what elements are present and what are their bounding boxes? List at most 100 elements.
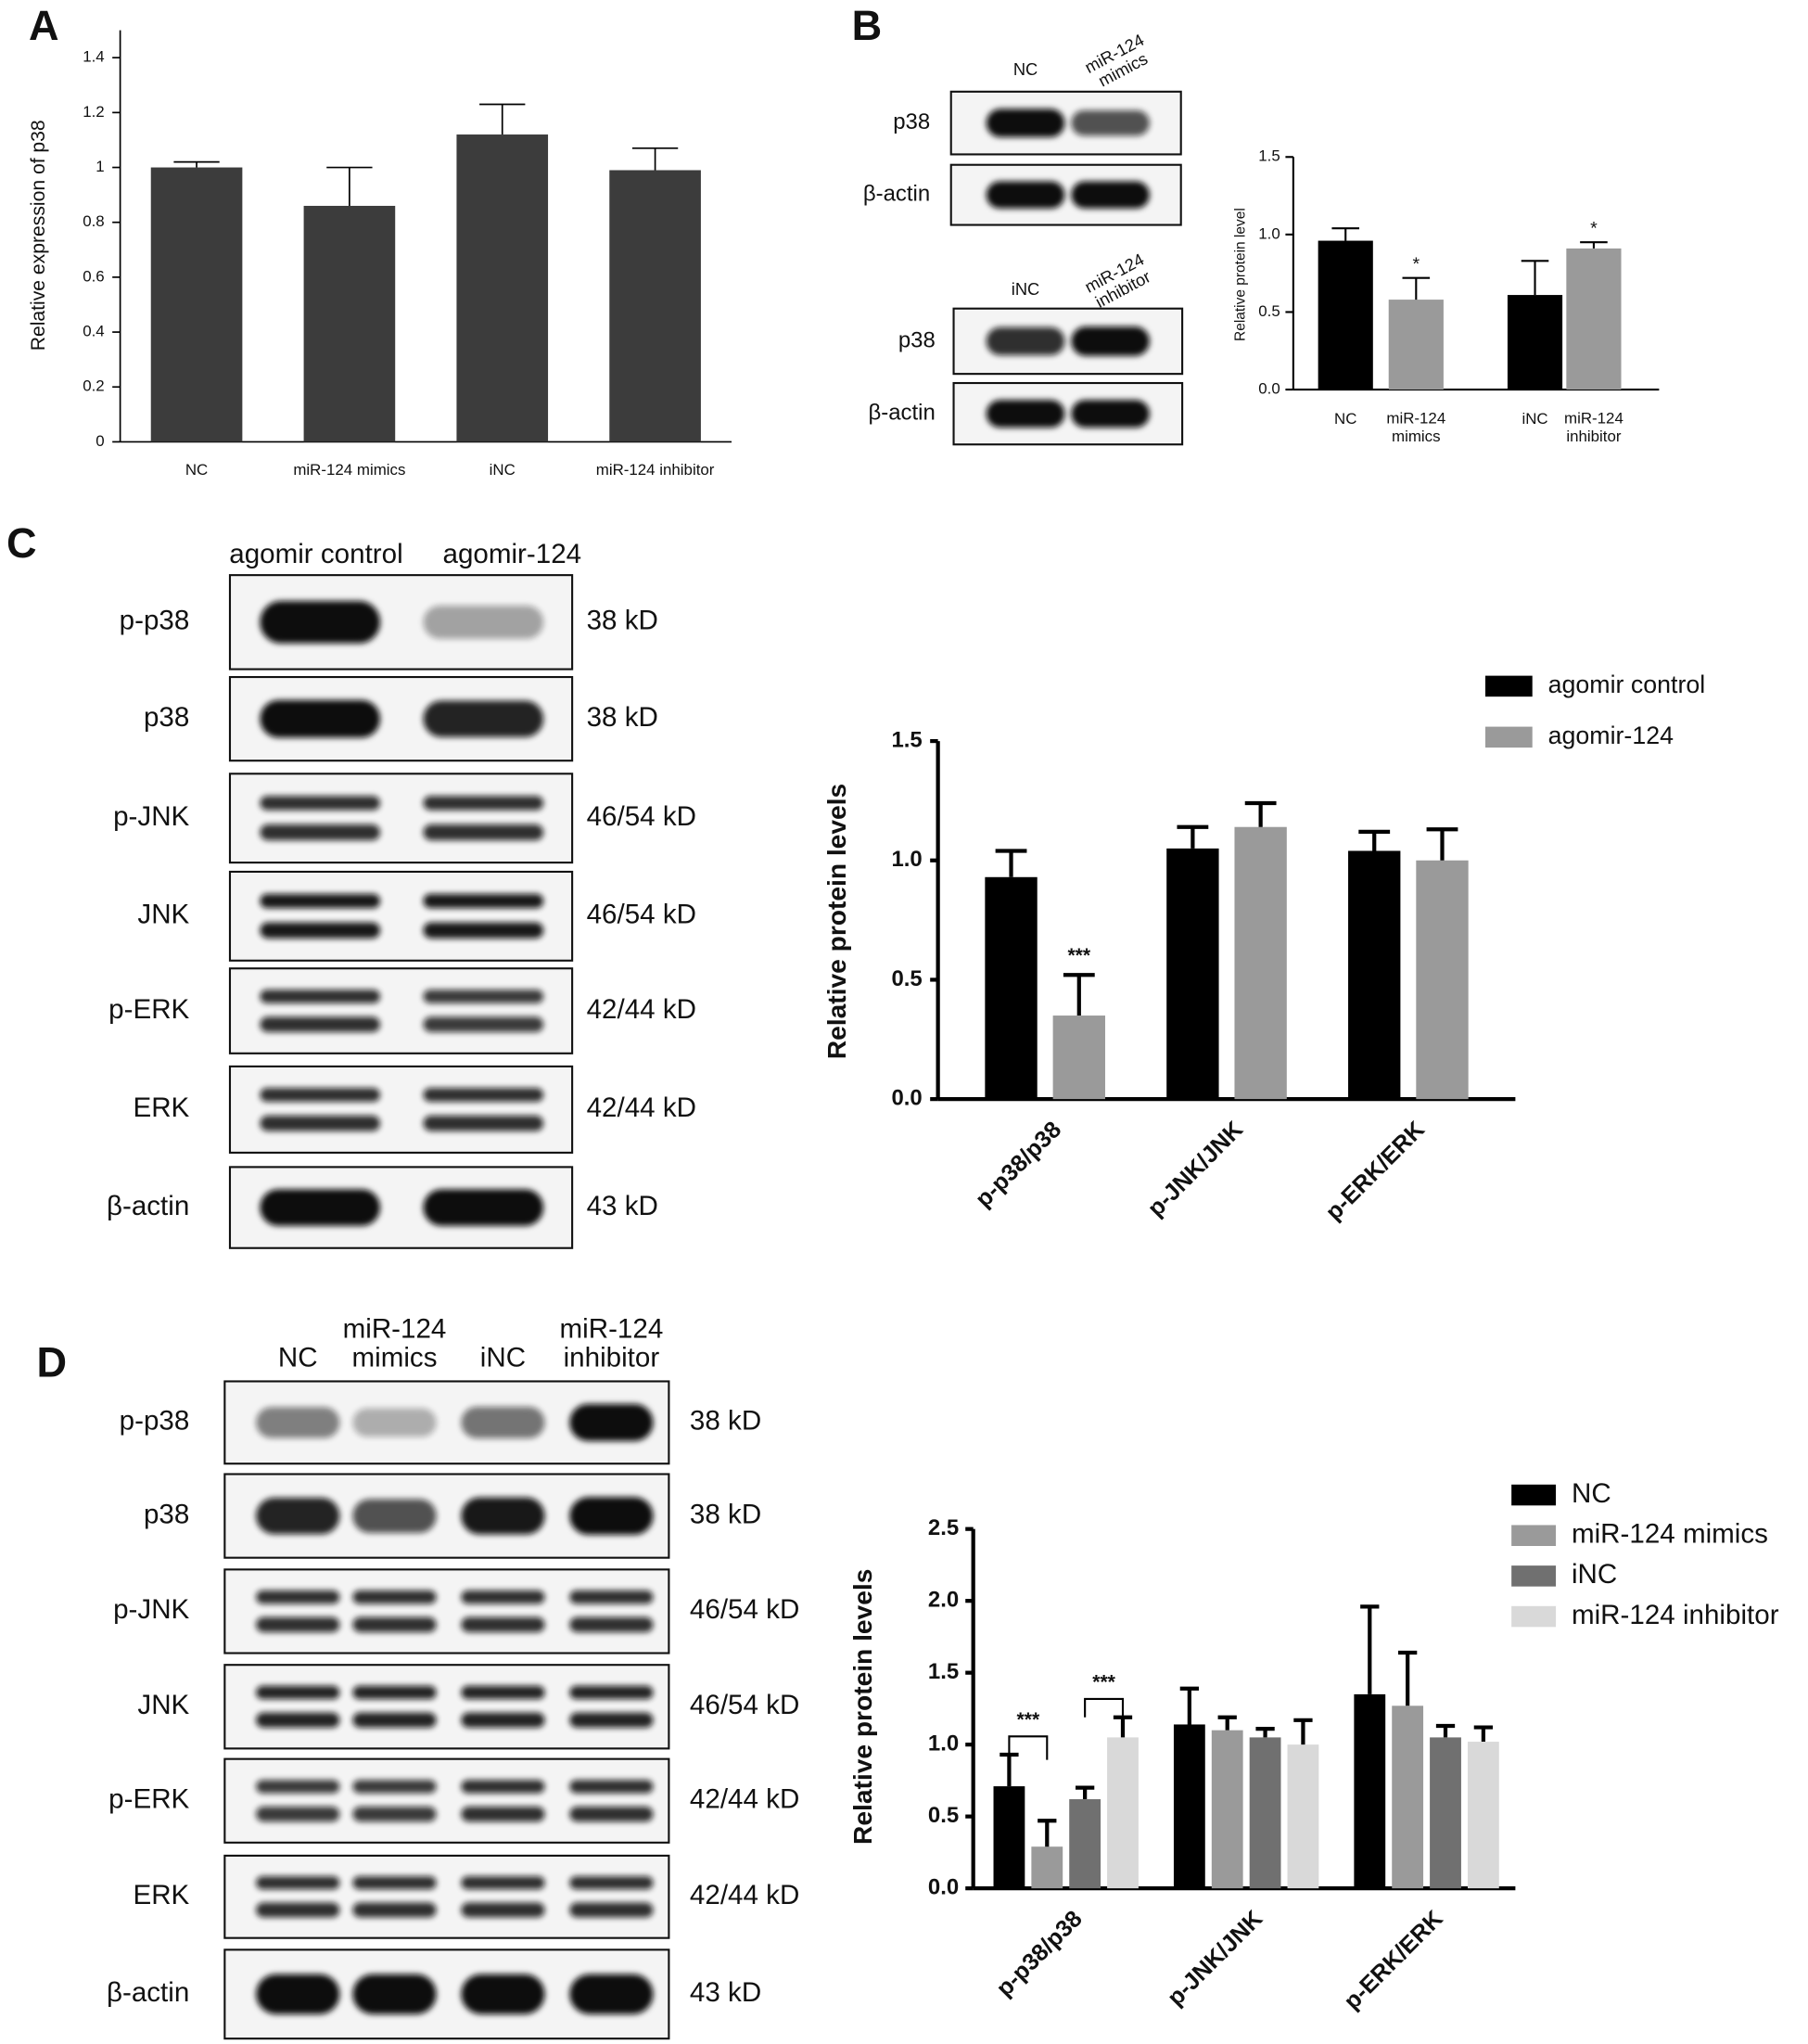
- blot-band: [569, 1403, 654, 1441]
- blot-band: [461, 1590, 545, 1604]
- panel-label: C: [6, 519, 37, 567]
- y-tick-label: 1.0: [891, 847, 922, 872]
- x-tick-label: miR-124 mimics: [293, 461, 405, 479]
- error-bar: [1293, 1718, 1313, 1745]
- blot-band: [569, 1685, 654, 1700]
- lane-label: miR-124inhibitor: [1081, 249, 1155, 313]
- blot-band: [260, 1016, 381, 1032]
- blot-band: [423, 1115, 544, 1131]
- y-tick-label: 0.0: [1258, 380, 1280, 398]
- blot-band: [423, 990, 544, 1003]
- row-label: β-actin: [869, 400, 936, 425]
- error-bar: [1038, 1819, 1057, 1847]
- y-tick-label: 1.5: [928, 1659, 959, 1684]
- y-tick-label: 1: [95, 158, 104, 175]
- y-tick-label: 1.5: [891, 727, 922, 752]
- error-bar: [173, 160, 220, 168]
- significance-label: ***: [1017, 1709, 1040, 1731]
- y-tick-label: 0.5: [928, 1803, 959, 1828]
- blot-band: [352, 1807, 437, 1822]
- blot-band: [256, 1807, 340, 1822]
- blot-band: [352, 1712, 437, 1728]
- blot-band: [260, 1115, 381, 1131]
- error-bar: [326, 166, 373, 206]
- blot-band: [1071, 181, 1150, 209]
- bar: [1430, 1737, 1461, 1889]
- panel-label: B: [852, 2, 883, 49]
- blot-band: [256, 1876, 340, 1890]
- x-tick-label: miR-124 inhibitor: [1564, 410, 1623, 446]
- legend-swatch: [1511, 1484, 1557, 1506]
- blot-frame: [228, 967, 574, 1054]
- blot-band: [461, 1406, 545, 1438]
- x-tick-label: miR-124 inhibitor: [596, 461, 715, 479]
- blot-band: [423, 824, 544, 841]
- bar: [1173, 1724, 1205, 1889]
- blot-band: [352, 1685, 437, 1700]
- bar: [1166, 848, 1219, 1100]
- bar: [456, 134, 549, 442]
- blot-band: [461, 1712, 545, 1728]
- row-label: p-ERK: [108, 994, 189, 1025]
- size-label: 43 kD: [587, 1191, 658, 1221]
- blot-band: [569, 1902, 654, 1918]
- x-tick-label: p-p38/p38: [991, 1906, 1088, 2002]
- y-tick-label: 2.0: [928, 1587, 959, 1612]
- blot-band: [256, 1780, 340, 1794]
- y-tick-label: 0.0: [928, 1874, 959, 1899]
- row-label: p-ERK: [108, 1784, 189, 1815]
- blot-band: [256, 1974, 340, 2014]
- row-label: ERK: [133, 1880, 189, 1910]
- error-bar: [1521, 260, 1549, 296]
- error-bar: [1426, 827, 1458, 861]
- blot-frame: [228, 773, 574, 864]
- legend-label: NC: [1572, 1478, 1611, 1509]
- bar: [1354, 1693, 1386, 1889]
- y-tick-label: 0.2: [83, 377, 104, 395]
- error-bar: [1063, 973, 1095, 1016]
- y-axis-label: Relative protein levels: [821, 784, 851, 1059]
- blot-band: [260, 893, 381, 909]
- error-bar: [1360, 1604, 1380, 1694]
- error-bar: [1217, 1715, 1237, 1731]
- size-label: 38 kD: [587, 606, 658, 636]
- bar: [150, 167, 243, 442]
- error-bar: [1179, 1686, 1200, 1725]
- error-bar: [1580, 241, 1608, 249]
- row-label: p-p38: [120, 606, 190, 636]
- x-tick-label: p-p38/p38: [971, 1117, 1067, 1213]
- legend-swatch: [1511, 1605, 1557, 1628]
- bar: [1287, 1744, 1319, 1889]
- blot-band: [256, 1902, 340, 1918]
- blot-band: [986, 326, 1065, 355]
- lane-label: agomir control: [229, 539, 402, 569]
- error-bar: [1473, 1725, 1494, 1743]
- legend-swatch: [1484, 675, 1533, 697]
- lane-label: iNC: [480, 1342, 526, 1373]
- size-label: 42/44 kD: [587, 994, 696, 1025]
- blot-band: [461, 1780, 545, 1794]
- blot-band: [423, 700, 544, 737]
- error-bar: [1398, 1650, 1418, 1706]
- blot-band: [461, 1902, 545, 1918]
- blot-frame: [228, 1065, 574, 1154]
- blot-band: [256, 1712, 340, 1728]
- size-label: 46/54 kD: [690, 1594, 799, 1625]
- error-bar: [1255, 1726, 1275, 1738]
- blot-band: [260, 601, 381, 644]
- blot-band: [260, 1088, 381, 1103]
- error-bar: [999, 1752, 1019, 1787]
- blot-band: [256, 1407, 340, 1438]
- y-tick-label: 0.5: [1258, 302, 1280, 320]
- blot-band: [569, 1876, 654, 1890]
- blot-band: [352, 1408, 437, 1437]
- row-label: p38: [898, 327, 936, 352]
- blot-frame: [228, 870, 574, 962]
- lane-label: agomir-124: [443, 539, 582, 569]
- legend-label: agomir control: [1548, 671, 1706, 698]
- blot-band: [423, 922, 544, 939]
- lane-label: NC: [1013, 59, 1038, 79]
- y-tick-label: 0.4: [83, 323, 104, 340]
- legend-label: iNC: [1572, 1559, 1617, 1590]
